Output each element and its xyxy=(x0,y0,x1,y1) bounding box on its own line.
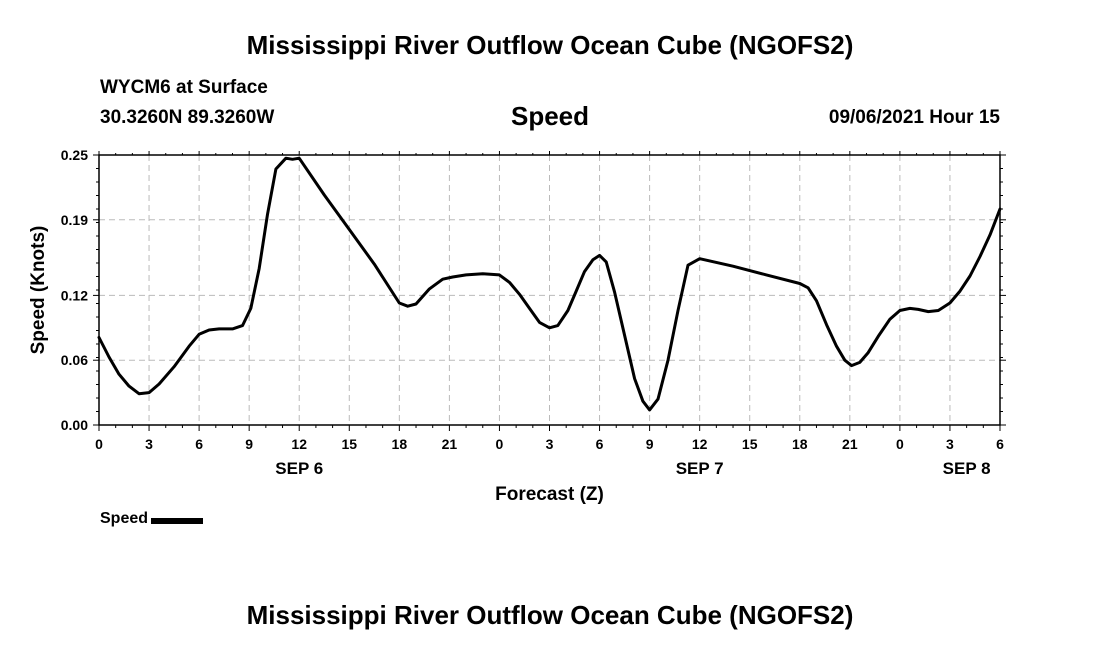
footer-title: Mississippi River Outflow Ocean Cube (NG… xyxy=(246,600,854,630)
x-date-label: SEP 8 xyxy=(943,459,991,478)
axis-tick-labels: 0 3 6 9 12 15 18 21 0 3 6 9 12 15 18 21 0 3 6 SEP 6 SEP 7 SEP… xyxy=(61,147,1004,478)
y-tick-label: 0.06 xyxy=(61,352,88,368)
variable-title: Speed xyxy=(510,101,590,131)
x-tick-label: 15 xyxy=(742,436,758,452)
station-label: WYCM6 at Surface xyxy=(100,77,268,98)
x-axis-label: Forecast (Z) xyxy=(495,484,604,505)
y-tick-label: 0.00 xyxy=(61,417,88,433)
legend-swatch xyxy=(151,518,204,524)
x-tick-label: 9 xyxy=(245,436,253,452)
y-axis-label: Speed (Knots) xyxy=(28,226,49,355)
legend: Speed xyxy=(100,510,204,528)
x-tick-label: 0 xyxy=(496,436,504,452)
axis-ticks xyxy=(93,151,1006,431)
legend-label: Speed xyxy=(100,510,149,527)
x-tick-label: 15 xyxy=(341,436,357,452)
x-date-label: SEP 7 xyxy=(676,459,724,478)
x-tick-label: 3 xyxy=(946,436,954,452)
x-tick-label: 21 xyxy=(842,436,858,452)
speed-series-line xyxy=(97,156,1002,412)
y-tick-label: 0.25 xyxy=(61,147,88,163)
x-tick-label: 9 xyxy=(646,436,654,452)
x-tick-label: 21 xyxy=(442,436,458,452)
chart-title: Mississippi River Outflow Ocean Cube (NG… xyxy=(246,30,854,60)
x-tick-label: 12 xyxy=(291,436,307,452)
x-tick-label: 3 xyxy=(145,436,153,452)
grid-lines xyxy=(99,155,1000,425)
y-tick-label: 0.12 xyxy=(61,287,88,303)
x-tick-label: 18 xyxy=(792,436,808,452)
x-tick-label: 3 xyxy=(546,436,554,452)
coordinates-label: 30.3260N 89.3260W xyxy=(100,107,275,128)
y-tick-label: 0.19 xyxy=(61,212,88,228)
x-tick-label: 6 xyxy=(996,436,1004,452)
forecast-datetime: 09/06/2021 Hour 15 xyxy=(828,107,1000,128)
x-tick-label: 0 xyxy=(896,436,904,452)
x-tick-label: 6 xyxy=(195,436,203,452)
x-tick-label: 18 xyxy=(392,436,408,452)
x-tick-label: 6 xyxy=(596,436,604,452)
x-date-label: SEP 6 xyxy=(275,459,323,478)
x-tick-label: 12 xyxy=(692,436,708,452)
x-tick-label: 0 xyxy=(95,436,103,452)
